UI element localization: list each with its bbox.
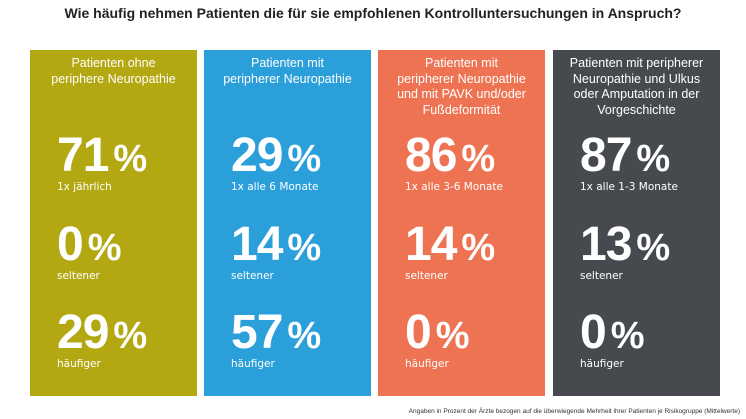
stat-less-often: 14% seltener: [405, 218, 545, 283]
stat-less-often: 14% seltener: [231, 218, 371, 283]
stat-value: 14: [405, 218, 457, 271]
stat-recommended: 86% 1x alle 3-6 Monate: [405, 129, 545, 194]
percent-sign: %: [287, 138, 322, 180]
stat-value: 0: [580, 306, 607, 359]
header-line: Patienten mit peripherer: [569, 56, 704, 70]
stat-value: 87: [580, 129, 632, 182]
footnote: Angaben in Prozent der Ärzte bezogen auf…: [408, 408, 740, 415]
stat-value: 14: [231, 218, 283, 271]
stat-value: 57: [231, 306, 283, 359]
stat-value: 0: [405, 306, 432, 359]
stat-value: 0: [57, 218, 84, 271]
panel-ulcer-amputation: Patienten mit peripherer Neuropathie und…: [553, 50, 720, 396]
stat-more-often: 0% häufiger: [580, 306, 720, 371]
header-line: und mit PAVK und/oder: [397, 87, 526, 101]
header-line: Patienten mit: [425, 56, 498, 70]
stat-value: 13: [580, 218, 632, 271]
stat-label: häufiger: [405, 358, 449, 370]
percent-sign: %: [461, 227, 496, 269]
stat-more-often: 0% häufiger: [405, 306, 545, 371]
stat-label: seltener: [580, 270, 623, 282]
stat-less-often: 0% seltener: [57, 218, 197, 283]
stat-more-often: 57% häufiger: [231, 306, 371, 371]
stat-label: seltener: [57, 270, 100, 282]
stat-value: 29: [231, 129, 283, 182]
stat-value: 71: [57, 129, 109, 182]
header-line: Vorgeschichte: [597, 102, 676, 117]
stat-label: 1x alle 3-6 Monate: [405, 181, 503, 193]
stat-label: 1x alle 6 Monate: [231, 181, 319, 193]
header-line: Neuropathie und Ulkus: [572, 71, 701, 86]
panel-neuropathy-pavk: Patienten mit peripherer Neuropathie und…: [378, 50, 545, 396]
percent-sign: %: [113, 315, 148, 357]
stat-recommended: 87% 1x alle 1-3 Monate: [580, 129, 720, 194]
panel-header: Patienten mit peripherer Neuropathie und…: [382, 56, 541, 118]
panel-header: Patienten mit peripherer Neuropathie und…: [557, 56, 716, 118]
header-line: oder Amputation in der: [573, 87, 700, 101]
header-line: peripherer Neuropathie: [397, 71, 526, 86]
stat-value: 86: [405, 129, 457, 182]
percent-sign: %: [636, 227, 671, 269]
percent-sign: %: [610, 315, 645, 357]
stat-label: 1x jährlich: [57, 181, 112, 193]
header-line: Patienten mit: [251, 56, 324, 70]
stat-more-often: 29% häufiger: [57, 306, 197, 371]
percent-sign: %: [287, 315, 322, 357]
stat-label: häufiger: [57, 358, 101, 370]
stat-value: 29: [57, 306, 109, 359]
panel-with-neuropathy: Patienten mit peripherer Neuropathie 29%…: [204, 50, 371, 396]
stat-label: seltener: [405, 270, 448, 282]
panel-header: Patienten mit peripherer Neuropathie: [208, 56, 367, 87]
header-line: periphere Neuropathie: [51, 71, 176, 86]
stat-less-often: 13% seltener: [580, 218, 720, 283]
percent-sign: %: [113, 138, 148, 180]
header-line: peripherer Neuropathie: [223, 71, 352, 86]
panel-no-neuropathy: Patienten ohne periphere Neuropathie 71%…: [30, 50, 197, 396]
stat-label: 1x alle 1-3 Monate: [580, 181, 678, 193]
percent-sign: %: [636, 138, 671, 180]
chart-title: Wie häufig nehmen Patienten die für sie …: [64, 5, 682, 21]
stat-label: seltener: [231, 270, 274, 282]
stat-recommended: 29% 1x alle 6 Monate: [231, 129, 371, 194]
percent-sign: %: [87, 227, 122, 269]
percent-sign: %: [287, 227, 322, 269]
header-line: Fußdeformität: [422, 102, 501, 117]
stat-recommended: 71% 1x jährlich: [57, 129, 197, 194]
panel-header: Patienten ohne periphere Neuropathie: [34, 56, 193, 87]
stat-label: häufiger: [580, 358, 624, 370]
percent-sign: %: [435, 315, 470, 357]
stat-label: häufiger: [231, 358, 275, 370]
percent-sign: %: [461, 138, 496, 180]
header-line: Patienten ohne: [71, 56, 156, 70]
